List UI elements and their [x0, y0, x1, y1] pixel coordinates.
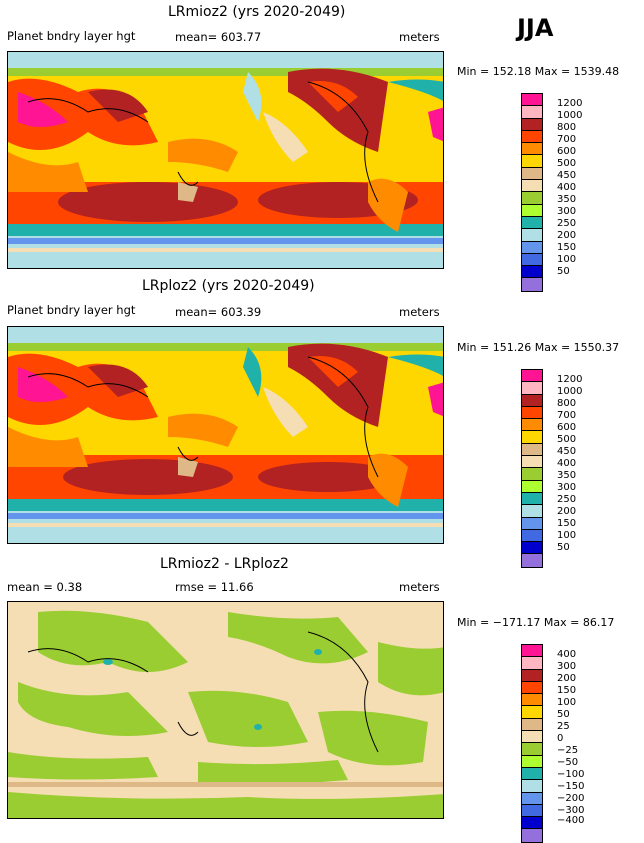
- panel3-legend-label: −25: [557, 745, 579, 756]
- panel3-legend-label: −200: [557, 793, 585, 804]
- panel1-legend-label: 300: [557, 206, 577, 217]
- panel2-legend-label: 200: [557, 506, 577, 517]
- panel1-legend-label: 1000: [557, 110, 583, 121]
- panel3-title: LRmioz2 - LRploz2: [160, 556, 289, 572]
- panel2-legend-label: 350: [557, 470, 577, 481]
- panel2-legend-label: 800: [557, 398, 577, 409]
- panel1-legend-label: 350: [557, 194, 577, 205]
- panel1-legend-label: 100: [557, 254, 577, 265]
- panel2-legend-label: 700: [557, 410, 577, 421]
- panel1-legend-label: 700: [557, 134, 577, 145]
- panel2-legend-label: 250: [557, 494, 577, 505]
- panel3-legend-label: −300: [557, 805, 585, 816]
- panel3-map: [7, 601, 444, 819]
- panel3-legend-label: −400: [557, 815, 585, 826]
- panel3-minmax: Min = −171.17 Max = 86.17: [457, 616, 615, 629]
- panel1-legend-label: 250: [557, 218, 577, 229]
- panel2-legend-label: 1200: [557, 374, 583, 385]
- panel3-legend-label: −150: [557, 781, 585, 792]
- panel3-rmse: rmse = 11.66: [175, 580, 254, 594]
- panel3-legend-label: 150: [557, 685, 577, 696]
- panel3-colorbar: [521, 644, 543, 843]
- panel3-legend-label: 0: [557, 733, 564, 744]
- panel1-mean: mean= 603.77: [175, 30, 262, 44]
- panel3-legend-label: 200: [557, 673, 577, 684]
- panel1-legend-label: 50: [557, 266, 570, 277]
- panel1-legend-label: 800: [557, 122, 577, 133]
- panel1-legend-label: 200: [557, 230, 577, 241]
- panel2-mean: mean= 603.39: [175, 305, 262, 319]
- panel3-legend-label: 400: [557, 649, 577, 660]
- panel3-legend-label: −100: [557, 769, 585, 780]
- panel1-variable-label: Planet bndry layer hgt: [7, 29, 136, 43]
- panel2-legend-label: 300: [557, 482, 577, 493]
- panel2-legend-label: 450: [557, 446, 577, 457]
- panel3-legend-label: 100: [557, 697, 577, 708]
- panel2-map: [7, 326, 444, 544]
- panel1-colorbar: [521, 93, 543, 292]
- panel2-legend-label: 50: [557, 542, 570, 553]
- panel3-mean: mean = 0.38: [7, 580, 83, 594]
- panel1-legend-label: 450: [557, 170, 577, 181]
- panel1-legend-label: 500: [557, 158, 577, 169]
- panel3-units: meters: [399, 580, 440, 594]
- panel2-colorbar: [521, 369, 543, 568]
- panel1-title: LRmioz2 (yrs 2020-2049): [168, 4, 346, 20]
- panel1-legend-label: 600: [557, 146, 577, 157]
- panel2-minmax: Min = 151.26 Max = 1550.37: [457, 341, 620, 354]
- panel2-legend-label: 150: [557, 518, 577, 529]
- panel1-minmax: Min = 152.18 Max = 1539.48: [457, 65, 620, 78]
- panel2-legend-label: 600: [557, 422, 577, 433]
- panel2-units: meters: [399, 305, 440, 319]
- panel1-units: meters: [399, 30, 440, 44]
- panel2-title: LRploz2 (yrs 2020-2049): [142, 278, 315, 294]
- panel1-legend-label: 1200: [557, 98, 583, 109]
- panel2-legend-label: 500: [557, 434, 577, 445]
- panel2-legend-label: 1000: [557, 386, 583, 397]
- panel2-variable-label: Planet bndry layer hgt: [7, 303, 136, 317]
- panel1-map: [7, 51, 444, 269]
- season-label: JJA: [517, 14, 554, 42]
- panel2-legend-label: 100: [557, 530, 577, 541]
- panel3-legend-label: 25: [557, 721, 570, 732]
- panel3-legend-label: −50: [557, 757, 579, 768]
- panel2-legend-label: 400: [557, 458, 577, 469]
- panel1-legend-label: 150: [557, 242, 577, 253]
- panel3-legend-label: 300: [557, 661, 577, 672]
- panel1-legend-label: 400: [557, 182, 577, 193]
- panel3-legend-label: 50: [557, 709, 570, 720]
